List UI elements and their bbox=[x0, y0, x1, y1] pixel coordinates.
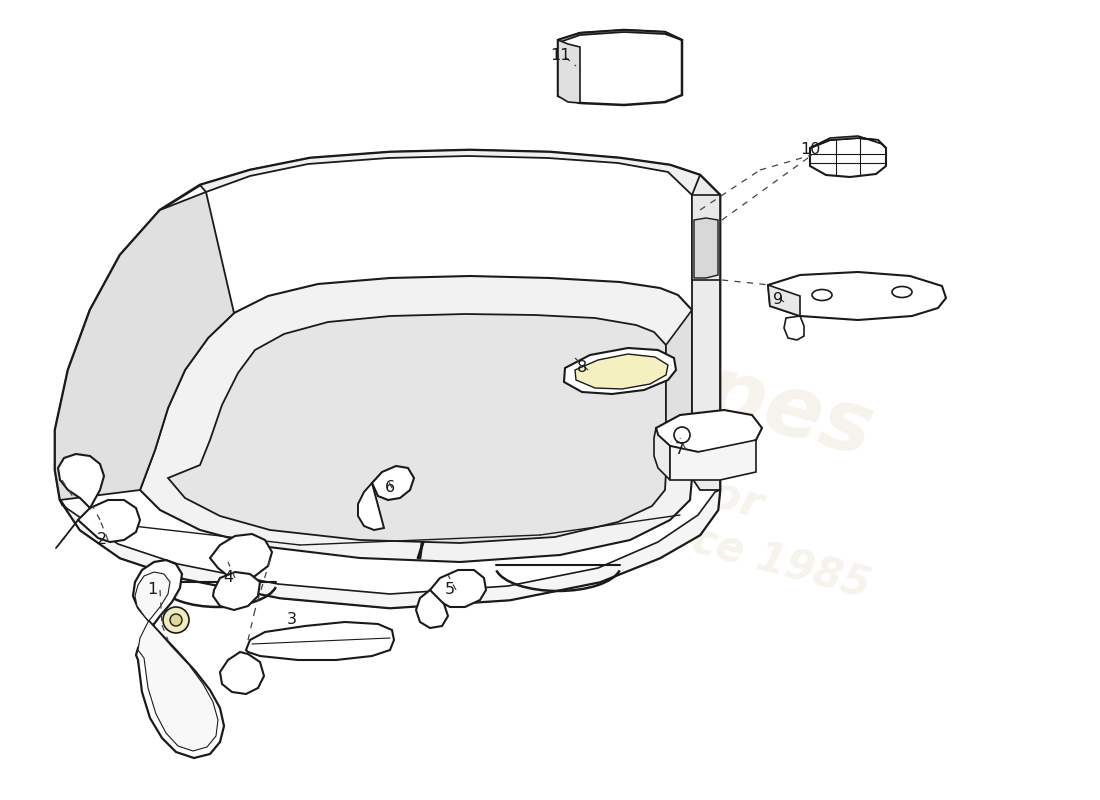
Polygon shape bbox=[213, 572, 260, 610]
Polygon shape bbox=[140, 276, 692, 562]
Polygon shape bbox=[372, 466, 414, 500]
Polygon shape bbox=[220, 652, 264, 694]
Text: 11: 11 bbox=[550, 47, 570, 62]
Polygon shape bbox=[135, 572, 218, 751]
Polygon shape bbox=[246, 622, 394, 660]
Polygon shape bbox=[654, 428, 670, 480]
Polygon shape bbox=[575, 354, 668, 389]
Circle shape bbox=[163, 607, 189, 633]
Ellipse shape bbox=[812, 290, 832, 301]
Polygon shape bbox=[210, 534, 272, 580]
Text: 4: 4 bbox=[223, 570, 233, 586]
Ellipse shape bbox=[892, 286, 912, 298]
Text: 7: 7 bbox=[675, 442, 685, 458]
Text: 2: 2 bbox=[97, 533, 107, 547]
Polygon shape bbox=[200, 150, 720, 195]
Polygon shape bbox=[78, 500, 140, 542]
Polygon shape bbox=[670, 440, 756, 480]
Polygon shape bbox=[784, 316, 804, 340]
Polygon shape bbox=[55, 150, 720, 608]
Polygon shape bbox=[810, 136, 886, 148]
Text: 10: 10 bbox=[800, 142, 821, 158]
Polygon shape bbox=[133, 560, 224, 758]
Polygon shape bbox=[692, 175, 720, 490]
Polygon shape bbox=[358, 483, 384, 530]
Polygon shape bbox=[60, 490, 720, 608]
Polygon shape bbox=[564, 348, 676, 394]
Text: 5: 5 bbox=[444, 582, 455, 598]
Text: 9: 9 bbox=[773, 293, 783, 307]
Polygon shape bbox=[416, 590, 448, 628]
Polygon shape bbox=[692, 195, 720, 280]
Polygon shape bbox=[558, 30, 682, 105]
Text: 8: 8 bbox=[576, 361, 587, 375]
Polygon shape bbox=[558, 30, 682, 42]
Polygon shape bbox=[58, 454, 104, 508]
Text: europes: europes bbox=[482, 293, 882, 475]
Polygon shape bbox=[430, 570, 486, 607]
Polygon shape bbox=[694, 218, 718, 278]
Polygon shape bbox=[810, 138, 886, 177]
Text: 1: 1 bbox=[147, 582, 157, 598]
Text: a passion for: a passion for bbox=[442, 401, 768, 527]
Polygon shape bbox=[768, 285, 800, 316]
Text: 6: 6 bbox=[385, 481, 395, 495]
Circle shape bbox=[674, 427, 690, 443]
Circle shape bbox=[170, 614, 182, 626]
Polygon shape bbox=[55, 192, 234, 500]
Polygon shape bbox=[558, 40, 580, 103]
Polygon shape bbox=[168, 314, 665, 543]
Polygon shape bbox=[656, 410, 762, 452]
Text: 3: 3 bbox=[287, 613, 297, 627]
Polygon shape bbox=[768, 272, 946, 320]
Text: parts since 1985: parts since 1985 bbox=[488, 466, 876, 606]
Polygon shape bbox=[666, 310, 692, 478]
